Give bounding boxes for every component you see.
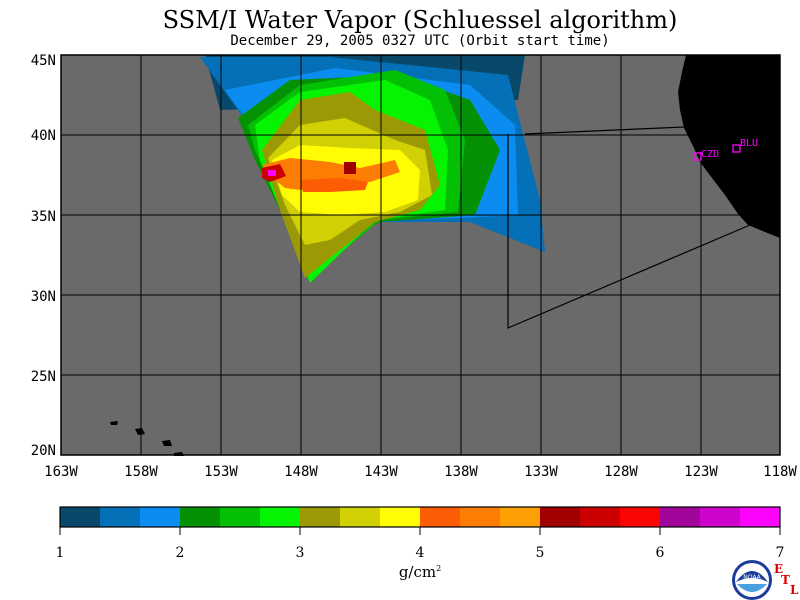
lon-label: 138W bbox=[444, 464, 478, 480]
etl-l: L bbox=[790, 583, 799, 597]
units-base: g/cm bbox=[398, 563, 437, 581]
swath-high-band-redorange bbox=[300, 178, 368, 192]
land-hawaii-kauai bbox=[110, 421, 118, 425]
lon-label: 123W bbox=[684, 464, 718, 480]
lon-label: 118W bbox=[763, 464, 797, 480]
lon-label: 143W bbox=[364, 464, 398, 480]
land-california bbox=[678, 55, 780, 238]
map-frame bbox=[60, 54, 781, 456]
colorbar-swatch bbox=[620, 507, 661, 527]
colorbar-tick-label: 4 bbox=[415, 545, 425, 561]
lon-label: 148W bbox=[284, 464, 318, 480]
colorbar-swatch bbox=[700, 507, 741, 527]
colorbar-tick-label: 2 bbox=[175, 545, 185, 561]
colorbar-swatch bbox=[500, 507, 541, 527]
lat-label: 40N bbox=[30, 128, 56, 144]
colorbar-swatch bbox=[260, 507, 301, 527]
lon-label: 133W bbox=[524, 464, 558, 480]
station-czd-marker bbox=[693, 152, 702, 161]
lat-label: 25N bbox=[30, 369, 56, 385]
colorbar-swatch bbox=[100, 507, 141, 527]
lon-label: 163W bbox=[44, 464, 78, 480]
colorbar-swatch bbox=[340, 507, 381, 527]
colorbar-frame bbox=[59, 506, 781, 528]
colorbar-swatch bbox=[180, 507, 221, 527]
etl-t: T bbox=[781, 573, 790, 587]
units-exponent: 2 bbox=[436, 564, 442, 573]
colorbar-swatch bbox=[540, 507, 581, 527]
swath-core-magenta bbox=[268, 170, 276, 176]
lon-label: 158W bbox=[124, 464, 158, 480]
colorbar-swatch bbox=[140, 507, 181, 527]
map-title: SSM/I Water Vapor (Schluessel algorithm) bbox=[162, 6, 678, 34]
colorbar-swatch bbox=[60, 507, 101, 527]
lon-label: 153W bbox=[204, 464, 238, 480]
station-czd-label: CZD bbox=[701, 149, 719, 160]
colorbar-swatch bbox=[460, 507, 501, 527]
colorbar-swatch bbox=[740, 507, 781, 527]
land-hawaii-maui bbox=[162, 440, 172, 446]
colorbar-swatch bbox=[580, 507, 621, 527]
noaa-logo: NOAA bbox=[732, 560, 772, 600]
colorbar-tick-label: 5 bbox=[535, 545, 545, 561]
flight-track-2 bbox=[507, 134, 751, 329]
colorbar bbox=[59, 507, 781, 535]
colorbar-tick-label: 1 bbox=[55, 545, 65, 561]
colorbar-swatch bbox=[420, 507, 461, 527]
colorbar-tick-label: 3 bbox=[295, 545, 305, 561]
station-blu-label: BLU bbox=[740, 138, 758, 149]
colorbar-swatch bbox=[300, 507, 341, 527]
noaa-logo-text: NOAA bbox=[743, 574, 761, 581]
land-hawaii-oahu bbox=[135, 428, 145, 435]
lat-label: 35N bbox=[30, 209, 56, 225]
colorbar-units: g/cm2 bbox=[380, 563, 460, 581]
etl-e: E bbox=[774, 562, 784, 576]
map-subtitle: December 29, 2005 0327 UTC (Orbit start … bbox=[230, 33, 610, 49]
lat-label: 20N bbox=[30, 443, 56, 459]
lat-label: 45N bbox=[30, 53, 56, 69]
lat-lon-grid bbox=[61, 55, 780, 455]
station-blu-marker bbox=[732, 144, 741, 153]
colorbar-swatch bbox=[660, 507, 701, 527]
lat-label: 30N bbox=[30, 289, 56, 305]
colorbar-tick-label: 6 bbox=[655, 545, 665, 561]
colorbar-swatch bbox=[380, 507, 421, 527]
flight-track bbox=[524, 126, 685, 135]
colorbar-tick-label: 7 bbox=[775, 545, 785, 561]
swath-core-darkred bbox=[344, 162, 356, 174]
lon-label: 128W bbox=[604, 464, 638, 480]
colorbar-swatch bbox=[220, 507, 261, 527]
